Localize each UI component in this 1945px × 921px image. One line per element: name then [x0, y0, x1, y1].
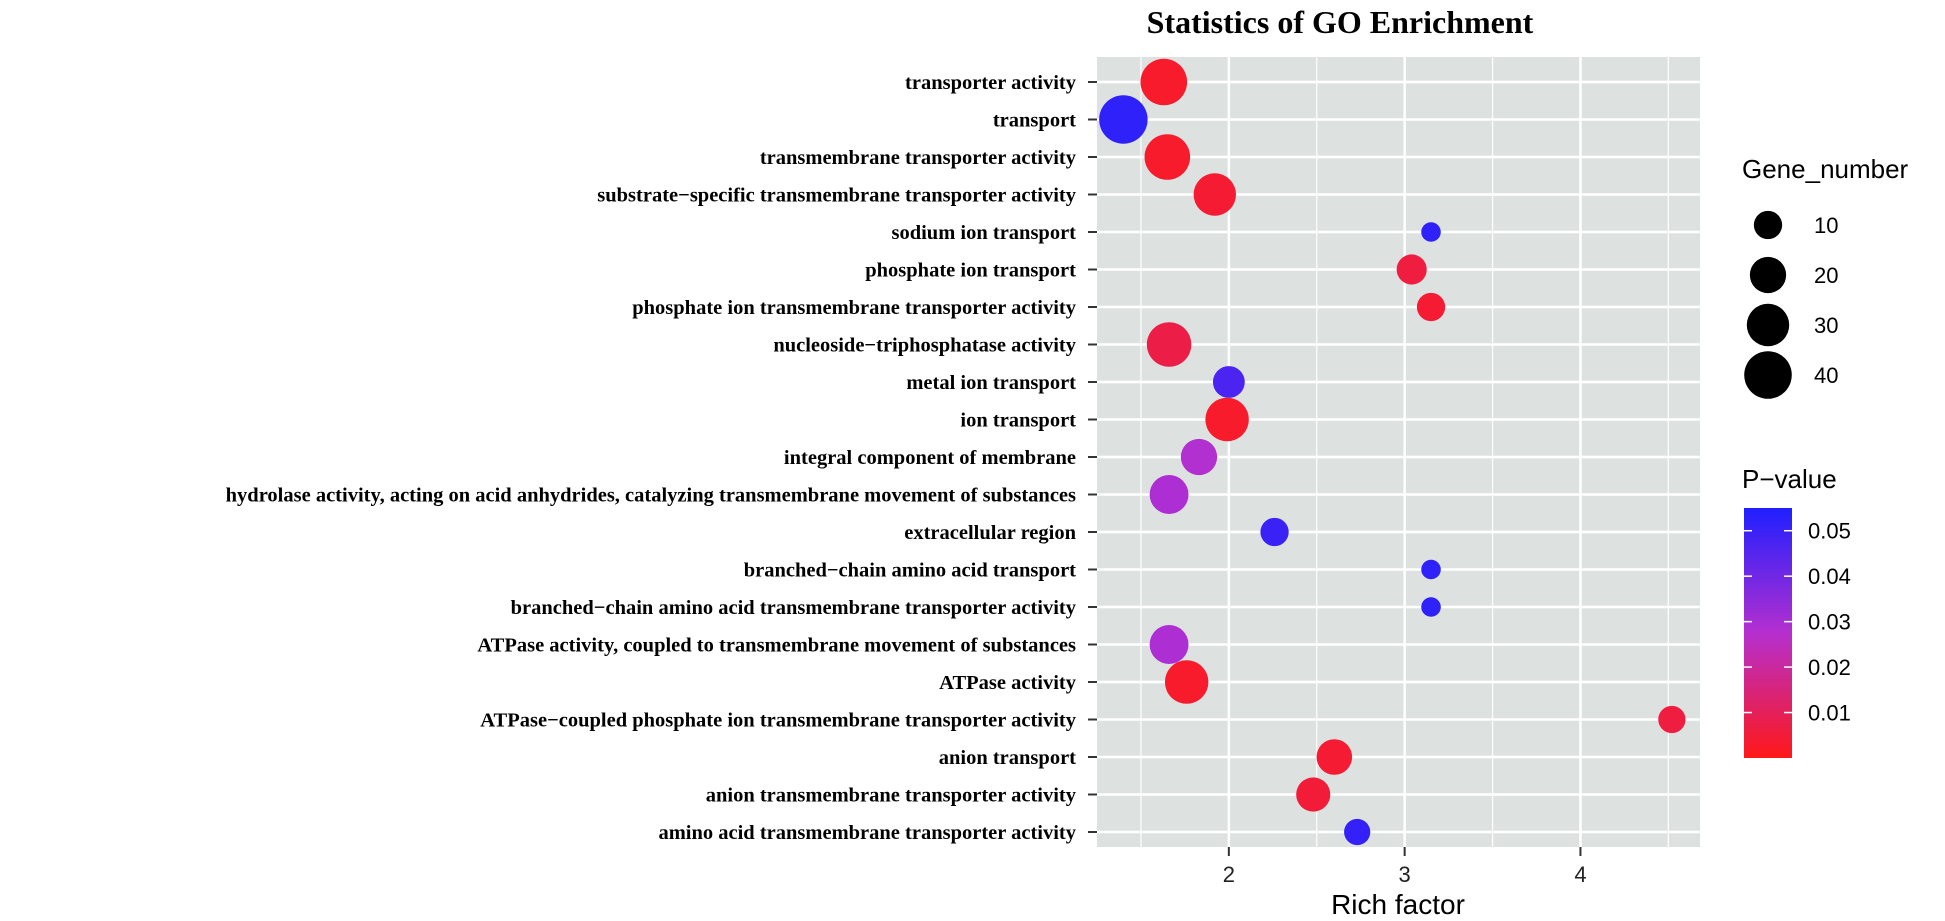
y-tick-label: sodium ion transport — [891, 222, 1076, 244]
y-tick-label: phosphate ion transport — [865, 260, 1076, 282]
data-point — [1260, 517, 1289, 547]
y-tick-label: ATPase−coupled phosphate ion transmembra… — [480, 710, 1076, 732]
size-legend-label: 30 — [1814, 313, 1838, 338]
size-legend-dot — [1744, 351, 1792, 399]
data-point — [1149, 475, 1189, 514]
gene-number-legend: Gene_number 10 20 30 40 — [1742, 154, 1909, 399]
y-tick-label: ATPase activity, coupled to transmembran… — [477, 635, 1076, 657]
y-tick-label: extracellular region — [904, 522, 1076, 544]
size-legend-dot — [1749, 256, 1787, 294]
size-legend-label: 20 — [1814, 263, 1838, 288]
data-point — [1396, 254, 1427, 285]
x-tick-label: 4 — [1574, 862, 1586, 887]
y-ticks — [1088, 81, 1097, 833]
y-tick-label: anion transport — [939, 747, 1076, 769]
y-tick-label: branched−chain amino acid transport — [744, 560, 1076, 582]
y-tick-label: hydrolase activity, acting on acid anhyd… — [226, 485, 1076, 507]
size-legend-dot — [1746, 303, 1790, 347]
data-point — [1658, 705, 1686, 734]
p-value-legend-title: P−value — [1742, 464, 1837, 494]
y-tick-label: transmembrane transporter activity — [760, 147, 1077, 169]
data-point — [1193, 173, 1236, 216]
colorbar-tick-label: 0.03 — [1808, 610, 1851, 635]
x-ticks: 2 3 4 — [1223, 847, 1587, 887]
chart-title: Statistics of GO Enrichment — [1147, 4, 1534, 40]
y-tick-label: substrate−specific transmembrane transpo… — [597, 185, 1076, 207]
y-tick-labels: transporter activity transport transmembra… — [226, 72, 1077, 844]
data-point — [1146, 322, 1192, 367]
x-axis-label: Rich factor — [1331, 889, 1465, 920]
data-point — [1149, 625, 1189, 664]
p-value-legend: P−value 0.05 0.04 0.03 0.02 0.01 — [1742, 464, 1851, 758]
data-point — [1421, 222, 1441, 242]
y-tick-label: integral component of membrane — [784, 447, 1076, 469]
y-tick-label: ion transport — [960, 410, 1076, 432]
size-legend-dot — [1753, 210, 1783, 240]
y-tick-label: amino acid transmembrane transporter act… — [658, 822, 1076, 844]
data-points — [1099, 58, 1686, 846]
data-point — [1421, 559, 1441, 580]
p-value-colorbar — [1744, 508, 1792, 758]
data-point — [1316, 739, 1353, 775]
y-tick-label: branched−chain amino acid transmembrane … — [511, 597, 1077, 619]
y-tick-label: nucleoside−triphosphatase activity — [773, 335, 1076, 357]
grid-lines — [1097, 57, 1700, 847]
x-tick-label: 3 — [1399, 862, 1411, 887]
data-point — [1180, 438, 1218, 476]
data-point — [1140, 58, 1188, 106]
colorbar-tick-label: 0.02 — [1808, 655, 1851, 680]
data-point — [1344, 818, 1371, 846]
y-tick-label: transport — [993, 110, 1076, 132]
data-point — [1296, 777, 1331, 812]
data-point — [1421, 597, 1441, 617]
data-point — [1205, 397, 1249, 442]
y-tick-label: transporter activity — [905, 72, 1077, 94]
data-point — [1212, 366, 1245, 398]
data-point — [1164, 660, 1209, 704]
colorbar-tick-label: 0.01 — [1808, 701, 1851, 726]
colorbar-tick-label: 0.04 — [1808, 564, 1851, 589]
gene-number-legend-title: Gene_number — [1742, 154, 1909, 184]
data-point — [1144, 134, 1191, 180]
y-tick-label: metal ion transport — [906, 372, 1076, 394]
y-tick-label: anion transmembrane transporter activity — [706, 785, 1077, 807]
size-legend-label: 40 — [1814, 363, 1838, 388]
colorbar-tick-label: 0.05 — [1808, 519, 1851, 544]
data-point — [1416, 292, 1446, 322]
x-tick-label: 2 — [1223, 862, 1235, 887]
y-tick-label: ATPase activity — [939, 672, 1077, 694]
y-tick-label: phosphate ion transmembrane transporter … — [632, 297, 1077, 319]
size-legend-label: 10 — [1814, 213, 1838, 238]
data-point — [1099, 95, 1148, 144]
